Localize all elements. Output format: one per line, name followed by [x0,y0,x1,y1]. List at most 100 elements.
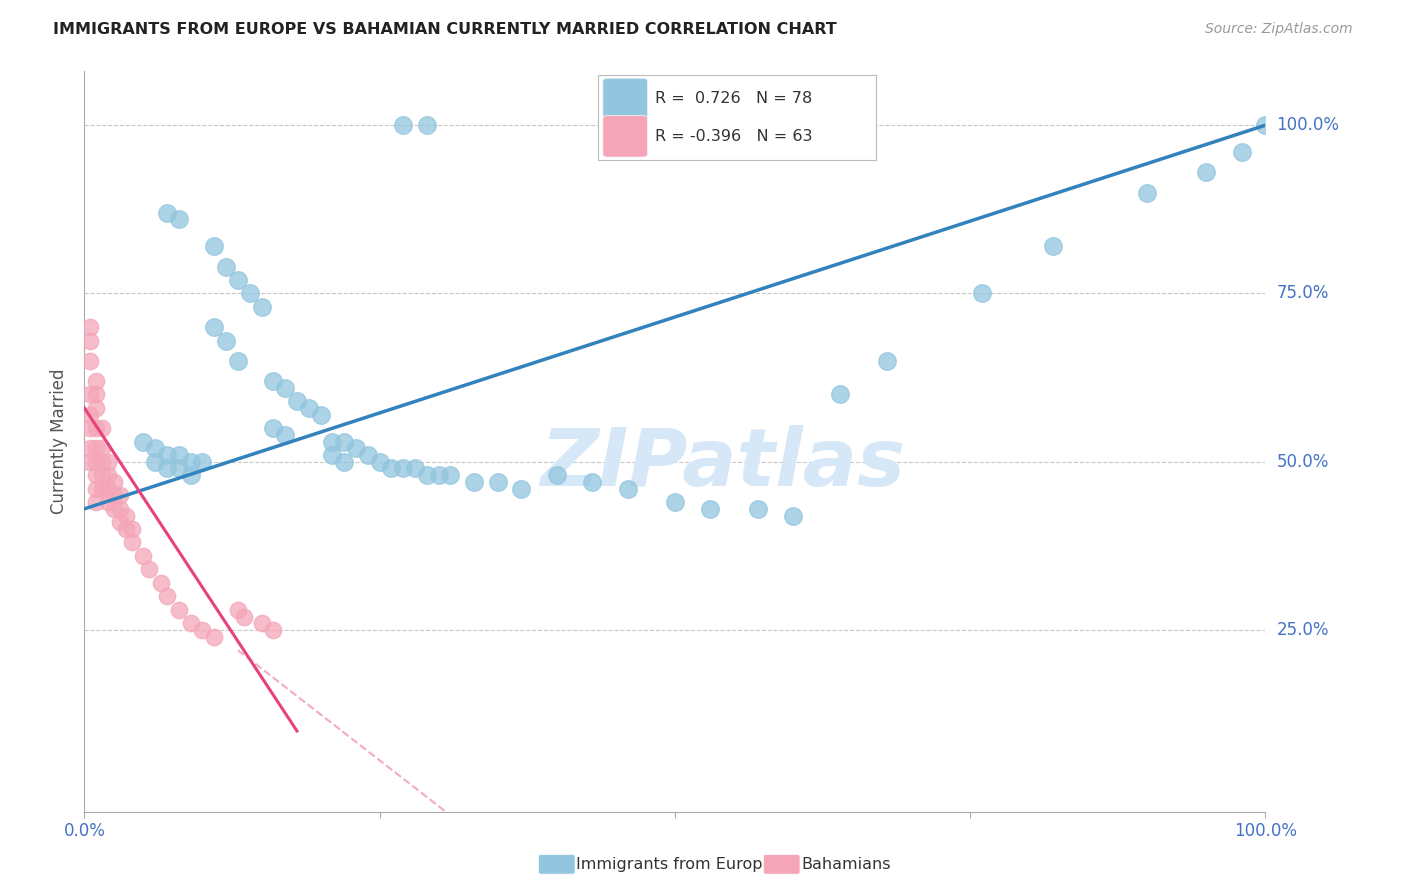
Point [103,475,125,489]
Point [180,455,202,469]
Point [79,320,101,334]
Y-axis label: Currently Married: Currently Married [51,368,69,515]
Point [79,334,101,348]
Point [321,448,343,462]
Point [84,495,107,509]
Point [156,205,179,219]
Point [79,421,101,435]
Point [274,381,297,395]
Point [427,468,450,483]
Point [226,603,249,617]
Point [180,616,202,631]
Point [138,562,160,576]
Point [167,448,190,462]
Point [84,401,107,415]
Point [91,482,114,496]
Point [97,482,120,496]
Point [202,630,225,644]
Point [782,508,804,523]
Point [747,501,769,516]
Point [91,421,114,435]
Point [699,501,721,516]
Point [103,501,125,516]
Point [333,455,356,469]
Point [416,118,439,132]
Point [97,468,120,483]
Point [91,468,114,483]
Point [344,442,367,456]
Point [285,394,308,409]
Text: 25.0%: 25.0% [1277,621,1329,639]
Point [392,118,415,132]
Point [309,408,332,422]
Point [121,535,143,549]
Point [616,482,638,496]
Point [132,434,155,449]
Point [97,495,120,509]
Point [103,488,125,502]
Point [1136,186,1159,200]
Point [250,300,273,314]
Text: Source: ZipAtlas.com: Source: ZipAtlas.com [1205,22,1353,37]
Point [108,488,131,502]
Point [167,212,190,227]
Point [121,522,143,536]
Point [97,455,120,469]
Point [79,408,101,422]
Point [1230,145,1253,160]
Point [91,455,114,469]
Point [404,461,426,475]
Point [202,239,225,253]
Point [232,609,254,624]
Point [167,603,190,617]
Point [202,320,225,334]
Point [143,455,166,469]
Point [156,448,179,462]
Point [108,516,131,530]
Point [79,387,101,401]
Point [298,401,321,415]
FancyBboxPatch shape [603,78,648,120]
Point [191,455,214,469]
Text: 50.0%: 50.0% [1277,453,1329,471]
Point [226,353,249,368]
Point [108,501,131,516]
Point [79,442,101,456]
Point [156,461,179,475]
Point [262,374,284,388]
Point [84,374,107,388]
Point [215,334,238,348]
Text: Bahamians: Bahamians [801,857,891,871]
Text: R =  0.726   N = 78: R = 0.726 N = 78 [655,91,813,106]
Text: IMMIGRANTS FROM EUROPE VS BAHAMIAN CURRENTLY MARRIED CORRELATION CHART: IMMIGRANTS FROM EUROPE VS BAHAMIAN CURRE… [53,22,837,37]
Point [79,353,101,368]
Point [84,455,107,469]
Point [239,286,262,301]
Point [970,286,993,301]
Point [1195,165,1218,179]
Point [191,623,214,637]
Point [416,468,439,483]
Point [1254,118,1277,132]
Point [664,495,686,509]
Point [226,273,249,287]
Point [91,442,114,456]
Point [143,442,166,456]
Text: ZIPatlas: ZIPatlas [540,425,904,503]
Point [1042,239,1064,253]
Point [84,468,107,483]
Point [321,434,343,449]
Text: 100.0%: 100.0% [1277,116,1340,134]
Point [546,468,568,483]
FancyBboxPatch shape [603,116,648,157]
Point [132,549,155,563]
Point [333,434,356,449]
Point [250,616,273,631]
Point [114,522,136,536]
FancyBboxPatch shape [598,75,876,161]
Point [392,461,415,475]
Point [180,468,202,483]
Point [357,448,380,462]
Point [215,260,238,274]
Point [84,442,107,456]
